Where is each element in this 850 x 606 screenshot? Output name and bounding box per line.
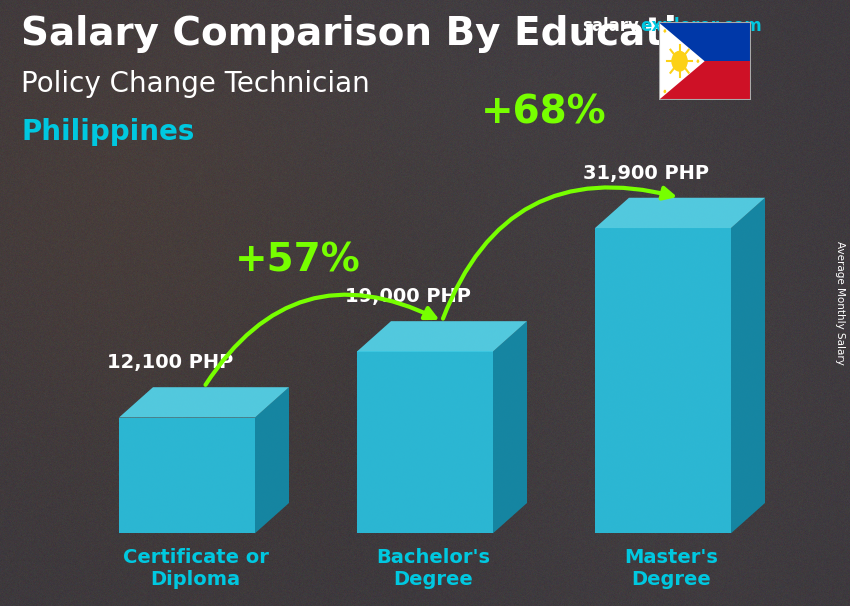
Polygon shape bbox=[659, 22, 705, 100]
Polygon shape bbox=[357, 351, 493, 533]
Bar bbox=[659, 61, 751, 100]
Text: Policy Change Technician: Policy Change Technician bbox=[21, 70, 370, 98]
Bar bbox=[659, 22, 751, 61]
Polygon shape bbox=[119, 418, 255, 533]
Polygon shape bbox=[661, 26, 669, 35]
Text: 12,100 PHP: 12,100 PHP bbox=[107, 353, 233, 372]
Text: +68%: +68% bbox=[481, 94, 607, 132]
Text: 19,000 PHP: 19,000 PHP bbox=[345, 287, 471, 306]
Text: Average Monthly Salary: Average Monthly Salary bbox=[835, 241, 845, 365]
Polygon shape bbox=[595, 198, 765, 228]
Text: Certificate or
Diploma: Certificate or Diploma bbox=[122, 548, 269, 590]
Text: explorer.com: explorer.com bbox=[640, 17, 762, 35]
Polygon shape bbox=[661, 87, 669, 96]
Polygon shape bbox=[731, 198, 765, 533]
Text: Bachelor's
Degree: Bachelor's Degree bbox=[377, 548, 490, 590]
Polygon shape bbox=[255, 387, 289, 533]
Text: Master's
Degree: Master's Degree bbox=[625, 548, 718, 590]
Text: 31,900 PHP: 31,900 PHP bbox=[583, 164, 709, 182]
Polygon shape bbox=[357, 321, 527, 351]
Circle shape bbox=[672, 51, 688, 72]
Text: salary: salary bbox=[582, 17, 639, 35]
Text: Philippines: Philippines bbox=[21, 118, 195, 146]
Polygon shape bbox=[595, 228, 731, 533]
Polygon shape bbox=[493, 321, 527, 533]
Text: +57%: +57% bbox=[235, 242, 360, 279]
Polygon shape bbox=[119, 387, 289, 418]
Polygon shape bbox=[694, 56, 702, 65]
Text: Salary Comparison By Education: Salary Comparison By Education bbox=[21, 15, 732, 53]
